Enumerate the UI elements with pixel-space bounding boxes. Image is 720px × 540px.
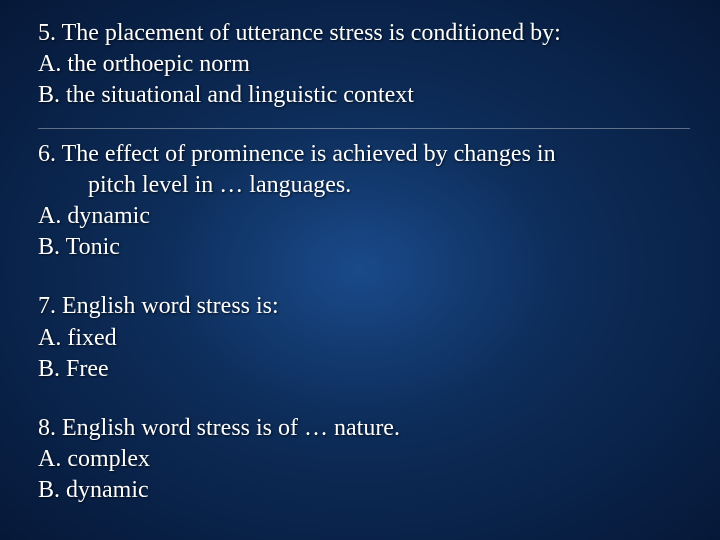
- question-prompt-1: The effect of prominence is achieved by …: [62, 141, 556, 167]
- option-text: the orthoepic norm: [67, 51, 250, 77]
- option-label: A.: [38, 325, 61, 351]
- option-b: B. the situational and linguistic contex…: [38, 80, 690, 111]
- option-text: dynamic: [66, 477, 149, 503]
- question-6: 6. The effect of prominence is achieved …: [38, 139, 690, 264]
- question-prompt: English word stress is:: [62, 293, 279, 319]
- option-label: B.: [38, 356, 60, 382]
- option-text: complex: [67, 446, 150, 472]
- question-8: 8. English word stress is of … nature. A…: [38, 413, 690, 507]
- question-7: 7. English word stress is: A. fixed B. F…: [38, 291, 690, 385]
- option-label: A.: [38, 203, 61, 229]
- question-prompt-2: pitch level in … languages.: [88, 172, 351, 198]
- question-text-line2: pitch level in … languages.: [38, 170, 690, 201]
- question-text: 8. English word stress is of … nature.: [38, 413, 690, 444]
- question-number: 6.: [38, 141, 56, 167]
- option-text: the situational and linguistic context: [66, 82, 414, 108]
- option-label: A.: [38, 446, 61, 472]
- option-label: B.: [38, 477, 60, 503]
- option-text: fixed: [67, 325, 116, 351]
- option-b: B. dynamic: [38, 475, 690, 506]
- question-number: 5.: [38, 20, 56, 46]
- option-b: B. Tonic: [38, 232, 690, 263]
- question-number: 7.: [38, 293, 56, 319]
- option-a: A. dynamic: [38, 201, 690, 232]
- question-5: 5. The placement of utterance stress is …: [38, 18, 690, 112]
- option-text: Free: [66, 356, 109, 382]
- question-text: 5. The placement of utterance stress is …: [38, 18, 690, 49]
- divider: [38, 128, 690, 129]
- question-text-line1: 6. The effect of prominence is achieved …: [38, 139, 690, 170]
- option-text: dynamic: [67, 203, 150, 229]
- option-b: B. Free: [38, 354, 690, 385]
- option-label: B.: [38, 234, 60, 260]
- question-prompt: The placement of utterance stress is con…: [62, 20, 561, 46]
- question-prompt: English word stress is of … nature.: [62, 415, 400, 441]
- question-number: 8.: [38, 415, 56, 441]
- question-text: 7. English word stress is:: [38, 291, 690, 322]
- option-a: A. complex: [38, 444, 690, 475]
- option-a: A. the orthoepic norm: [38, 49, 690, 80]
- option-label: A.: [38, 51, 61, 77]
- option-label: B.: [38, 82, 60, 108]
- option-text: Tonic: [66, 234, 120, 260]
- option-a: A. fixed: [38, 323, 690, 354]
